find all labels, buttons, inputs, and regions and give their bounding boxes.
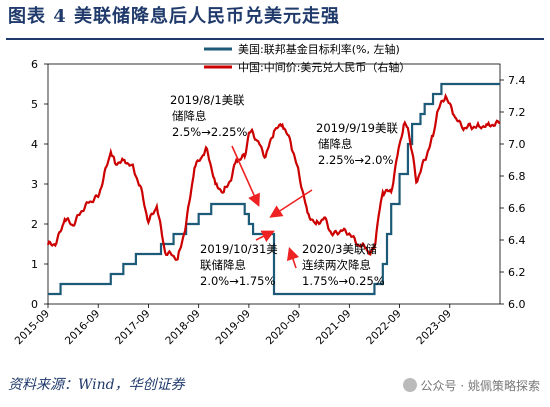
right-tick-label: 6.2: [508, 266, 526, 279]
right-axis-ticks: 6.0 6.2 6.4 6.6 6.8 7.0 7.2 7.4: [500, 74, 526, 311]
left-tick-label: 0: [31, 298, 38, 311]
left-tick-label: 2: [31, 218, 38, 231]
annotation-line: 2019/9/19美联: [316, 121, 398, 135]
x-tick-label: 2015-09: [13, 308, 53, 348]
annotation-arrow: [269, 189, 313, 218]
x-tick-label: 2023-09: [414, 308, 454, 348]
x-tick-label: 2017-09: [113, 308, 153, 348]
page-title: 图表 4 美联储降息后人民币兑美元走强: [8, 6, 341, 27]
left-axis-ticks: 0 1 2 3 4 5 6: [31, 58, 48, 311]
left-tick-label: 4: [31, 138, 38, 151]
left-tick-label: 5: [31, 98, 38, 111]
right-tick-label: 6.4: [508, 234, 526, 247]
right-tick-label: 7.4: [508, 74, 526, 87]
left-tick-label: 6: [31, 58, 38, 71]
watermark-text: 公众号 · 姚佩策略探索: [420, 379, 540, 393]
annotation-line: 2020/3美联储: [302, 242, 377, 256]
wechat-icon: [402, 378, 417, 392]
right-tick-label: 6.0: [508, 298, 526, 311]
annotation-line: 2019/10/31美: [200, 242, 278, 256]
annotation-line: 连续两次降息: [302, 258, 371, 272]
annotation-line: 2.5%→2.25%: [172, 125, 247, 139]
left-tick-label: 1: [31, 258, 38, 271]
annotation-line: 2.25%→2.0%: [318, 153, 393, 167]
x-tick-label: 2019-09: [214, 308, 254, 348]
right-tick-label: 6.6: [508, 202, 526, 215]
x-axis-ticks: 2015-09 2016-09 2017-09 2018-09 2019-09 2020-…: [13, 304, 454, 347]
annotation-line: 联储降息: [200, 258, 246, 272]
legend-label-fed: 美国:联邦基金目标利率(%, 左轴): [238, 42, 400, 56]
right-tick-label: 6.8: [508, 170, 526, 183]
x-tick-label: 2018-09: [163, 308, 203, 348]
fed-rate-line: [48, 82, 500, 296]
annotation-arrow: [286, 246, 300, 269]
annotation-line: 2.0%→1.75%: [200, 274, 275, 288]
x-tick-label: 2021-09: [314, 308, 354, 348]
x-tick-label: 2016-09: [63, 308, 103, 348]
series-layer: [46, 82, 501, 296]
left-tick-label: 3: [31, 178, 38, 191]
title-divider: [6, 38, 544, 40]
right-tick-label: 7.2: [508, 106, 526, 119]
cny-rate-line: [46, 92, 501, 261]
annotation-line: 储降息: [172, 109, 207, 123]
right-tick-label: 7.0: [508, 138, 526, 151]
annotation-line: 储降息: [318, 137, 353, 151]
annotation-line: 1.75%→0.25%: [302, 274, 385, 288]
legend-label-cny: 中国:中间价:美元兑人民币（右轴）: [238, 60, 410, 74]
annotation-arrow: [231, 145, 260, 207]
fed-cny-chart: 0 1 2 3 4 5 6 6.0 6.2 6.4 6.6 6.8 7.0 7.2 7.4 2015-09…: [13, 42, 526, 347]
chart-legend: 美国:联邦基金目标利率(%, 左轴) 中国:中间价:美元兑人民币（右轴）: [204, 42, 410, 74]
x-tick-label: 2020-09: [264, 308, 304, 348]
x-tick-label: 2022-09: [364, 308, 404, 348]
source-note: 资料来源：Wind，华创证券: [8, 377, 185, 393]
annotation-line: 2019/8/1美联: [170, 93, 245, 107]
watermark: 公众号 · 姚佩策略探索: [402, 377, 540, 394]
annotation-arrow: [255, 230, 275, 243]
